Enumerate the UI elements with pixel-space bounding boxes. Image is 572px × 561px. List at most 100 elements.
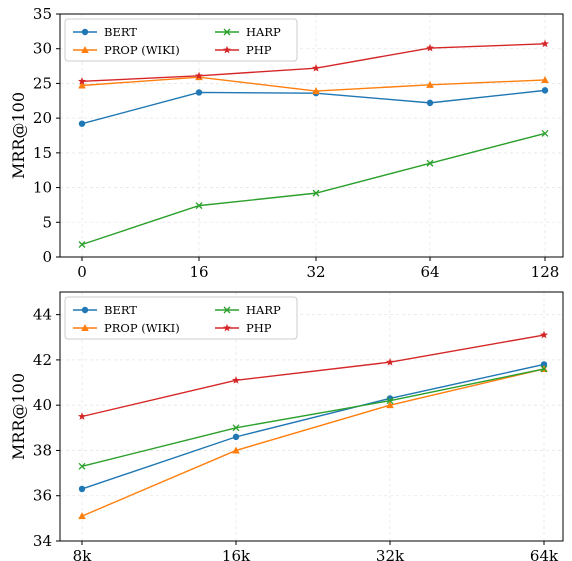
legend-label: PROP (WIKI) <box>104 43 180 57</box>
y-axis-title: MRR@100 <box>9 373 28 460</box>
x-tick-label: 16k <box>222 547 251 561</box>
series-bert <box>78 361 548 493</box>
x-tick-label: 8k <box>73 547 93 561</box>
y-tick-label: 35 <box>33 5 52 23</box>
y-tick-label: 0 <box>42 248 52 266</box>
legend-item: HARP <box>215 25 281 39</box>
legend-label: HARP <box>246 25 281 39</box>
plot-frame <box>59 13 564 258</box>
data-point-marker <box>312 63 320 72</box>
series-line <box>81 89 546 125</box>
chart-panel-2: 34 36 38 40 42 44 8k 16k 32k 64k MRR@100 BERT PROP (… <box>9 291 564 561</box>
legend-item: PHP <box>215 43 272 57</box>
data-point-marker <box>312 87 320 95</box>
x-tick-label: 64k <box>530 547 559 561</box>
data-point-marker <box>541 129 549 137</box>
series-php <box>78 39 549 85</box>
legend-item: PHP <box>215 321 272 335</box>
data-point-marker <box>232 376 240 384</box>
data-point-marker <box>195 89 203 96</box>
data-point-marker <box>426 159 434 167</box>
y-tick-label: 10 <box>33 179 52 197</box>
data-point-marker <box>312 189 320 197</box>
legend-item: HARP <box>215 303 281 317</box>
data-point-marker <box>426 99 434 107</box>
data-point-marker <box>426 43 434 52</box>
y-tick-label: 36 <box>33 487 52 505</box>
data-point-marker <box>195 202 203 210</box>
data-point-marker <box>386 401 394 409</box>
legend-marker <box>223 45 231 54</box>
legend-label: PHP <box>246 43 272 57</box>
y-tick-label: 40 <box>33 396 52 414</box>
data-point-marker <box>78 462 86 470</box>
series-php <box>78 330 548 420</box>
y-tick-label: 34 <box>33 532 52 550</box>
y-axis: 34 36 38 40 42 44 <box>33 306 60 550</box>
legend-label: PROP (WIKI) <box>104 321 180 335</box>
data-point-marker <box>78 485 86 493</box>
x-tick-label: 128 <box>531 263 560 281</box>
legend-item: BERT <box>73 303 137 317</box>
y-tick-label: 5 <box>42 213 52 231</box>
legend: BERT PROP (WIKI) HARP PHP <box>64 296 298 340</box>
data-point-marker <box>78 120 86 127</box>
data-point-marker <box>541 87 549 94</box>
x-axis: 8k 16k 32k 64k <box>73 541 559 561</box>
data-point-marker <box>232 424 240 432</box>
x-tick-label: 32k <box>376 547 405 561</box>
legend-item: PROP (WIKI) <box>73 43 180 57</box>
x-tick-label: 32 <box>306 263 325 281</box>
data-point-marker <box>78 412 86 420</box>
data-point-marker <box>78 77 86 85</box>
data-point-marker <box>386 357 394 366</box>
x-tick-label: 0 <box>77 263 87 281</box>
x-tick-label: 16 <box>189 263 208 281</box>
y-tick-label: 30 <box>33 40 52 58</box>
series-line <box>81 368 545 467</box>
y-tick-label: 38 <box>33 441 52 459</box>
legend-marker <box>81 28 89 36</box>
data-point-marker <box>78 512 86 520</box>
series-line <box>81 334 545 418</box>
plot-frame <box>59 291 564 542</box>
series-line <box>81 368 545 517</box>
gridlines <box>60 13 563 258</box>
series-line <box>81 76 546 92</box>
data-point-marker <box>540 330 548 339</box>
y-tick-label: 15 <box>33 144 52 162</box>
data-point-marker <box>78 81 86 89</box>
y-tick-label: 25 <box>33 74 52 92</box>
x-tick-label: 64 <box>420 263 439 281</box>
legend: BERT PROP (WIKI) HARP PHP <box>64 18 298 62</box>
y-tick-label: 44 <box>33 306 52 324</box>
data-point-marker <box>541 39 549 48</box>
data-point-marker <box>426 80 434 88</box>
data-point-marker <box>541 75 549 83</box>
legend-item: PROP (WIKI) <box>73 321 180 335</box>
data-point-marker <box>540 361 548 368</box>
legend-item: BERT <box>73 25 137 39</box>
chart-panel-1: 0 5 10 15 20 25 30 35 0 16 32 64 128 MRR@100 BERT PROP … <box>9 5 564 281</box>
legend-label: HARP <box>246 303 281 317</box>
legend-marker <box>81 306 89 314</box>
series-harp <box>78 129 549 248</box>
legend-marker <box>81 324 89 331</box>
data-point-marker <box>386 397 394 405</box>
y-axis-title: MRR@100 <box>9 92 28 179</box>
legend-marker <box>223 323 231 332</box>
data-point-marker <box>232 446 240 454</box>
x-axis: 0 16 32 64 128 <box>77 257 559 281</box>
legend-label: PHP <box>246 321 272 335</box>
data-point-marker <box>78 241 86 248</box>
legend-marker <box>223 28 231 36</box>
data-point-marker <box>232 433 240 441</box>
legend-label: BERT <box>104 25 137 39</box>
y-axis: 0 5 10 15 20 25 30 35 <box>33 5 60 266</box>
legend-marker <box>81 46 89 53</box>
y-tick-label: 20 <box>33 109 52 127</box>
series-line <box>81 132 546 246</box>
legend-marker <box>223 306 231 314</box>
legend-label: BERT <box>104 303 137 317</box>
